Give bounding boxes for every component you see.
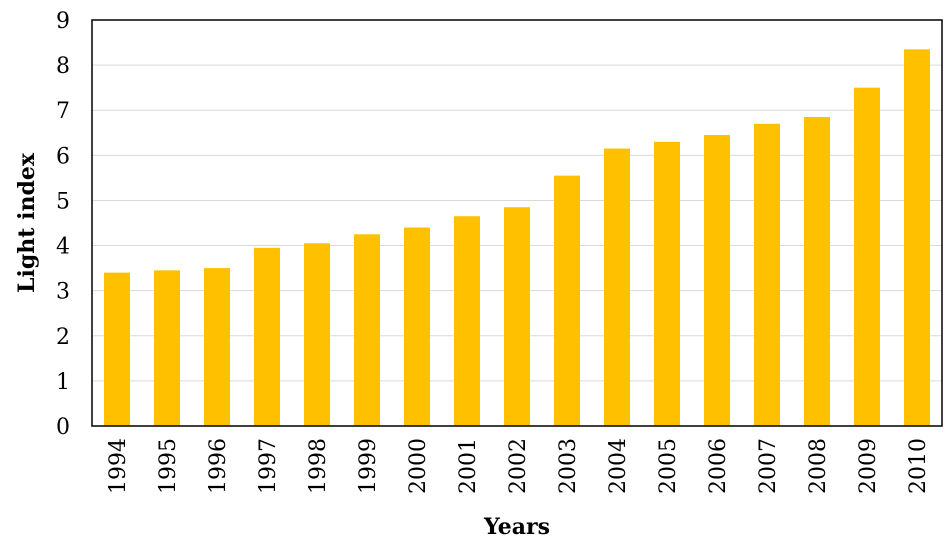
plot-area-frame [91, 19, 943, 427]
x-tick-label: 2008 [806, 438, 831, 494]
bar-2009 [854, 87, 880, 427]
x-tick-label: 2004 [606, 438, 631, 494]
x-axis-ticks: 1994 1995 1996 1997 1998 1999 2000 2001 2002 2003… [106, 438, 931, 494]
x-tick-label: 1994 [106, 438, 131, 494]
y-tick-label: 7 [56, 99, 70, 124]
y-tick-label: 1 [56, 370, 70, 395]
y-tick-label: 6 [56, 144, 70, 169]
x-tick-label: 2000 [406, 438, 431, 494]
y-tick-label: 8 [56, 54, 70, 79]
bar-2003 [554, 175, 580, 426]
x-tick-label: 2003 [556, 438, 581, 494]
bar-2007 [754, 123, 780, 426]
bar-1994 [104, 272, 130, 426]
y-tick-label: 3 [56, 280, 70, 305]
x-tick-label: 2005 [656, 438, 681, 494]
y-axis-title: Light index [14, 152, 40, 293]
x-tick-label: 2007 [756, 438, 781, 494]
bar-2001 [454, 216, 480, 426]
bar-1996 [204, 268, 230, 426]
bar-2000 [404, 227, 430, 426]
y-tick-label: 0 [56, 415, 70, 440]
x-tick-label: 1999 [356, 438, 381, 494]
x-axis-title: Years [483, 514, 550, 540]
bar-2006 [704, 135, 730, 427]
x-tick-label: 1995 [156, 438, 181, 494]
y-tick-label: 5 [56, 189, 70, 214]
x-tick-label: 1998 [306, 438, 331, 494]
y-tick-label: 2 [56, 325, 70, 350]
x-tick-label: 2010 [906, 438, 931, 494]
bar-2005 [654, 141, 680, 427]
x-tick-label: 2006 [706, 438, 731, 494]
x-tick-label: 1996 [206, 438, 231, 494]
bar-2010 [904, 49, 930, 426]
y-tick-label: 4 [56, 235, 70, 260]
bar-1997 [254, 247, 280, 426]
bar-1999 [354, 234, 380, 426]
bar-1995 [154, 270, 180, 426]
x-tick-label: 2001 [456, 438, 481, 494]
x-tick-label: 1997 [256, 438, 281, 494]
y-tick-label: 9 [56, 9, 70, 34]
y-axis-ticks: 0 1 2 3 4 5 6 7 8 9 [56, 9, 70, 440]
x-tick-label: 2009 [856, 438, 881, 494]
bar-2004 [604, 148, 630, 427]
bar-2002 [504, 207, 530, 426]
bars [104, 49, 930, 427]
x-tick-label: 2002 [506, 438, 531, 494]
bar-1998 [304, 243, 330, 426]
bar-2008 [804, 116, 830, 426]
